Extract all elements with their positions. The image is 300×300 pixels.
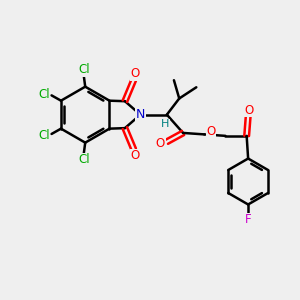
Text: Cl: Cl xyxy=(78,153,90,166)
Text: O: O xyxy=(130,149,140,162)
Text: O: O xyxy=(206,125,215,138)
Text: H: H xyxy=(161,119,170,129)
Text: Cl: Cl xyxy=(78,63,90,76)
Text: Cl: Cl xyxy=(38,129,50,142)
Text: F: F xyxy=(245,213,251,226)
Text: Cl: Cl xyxy=(38,88,50,101)
Text: N: N xyxy=(136,108,145,121)
Text: O: O xyxy=(244,104,253,117)
Text: O: O xyxy=(156,137,165,150)
Text: O: O xyxy=(130,67,140,80)
